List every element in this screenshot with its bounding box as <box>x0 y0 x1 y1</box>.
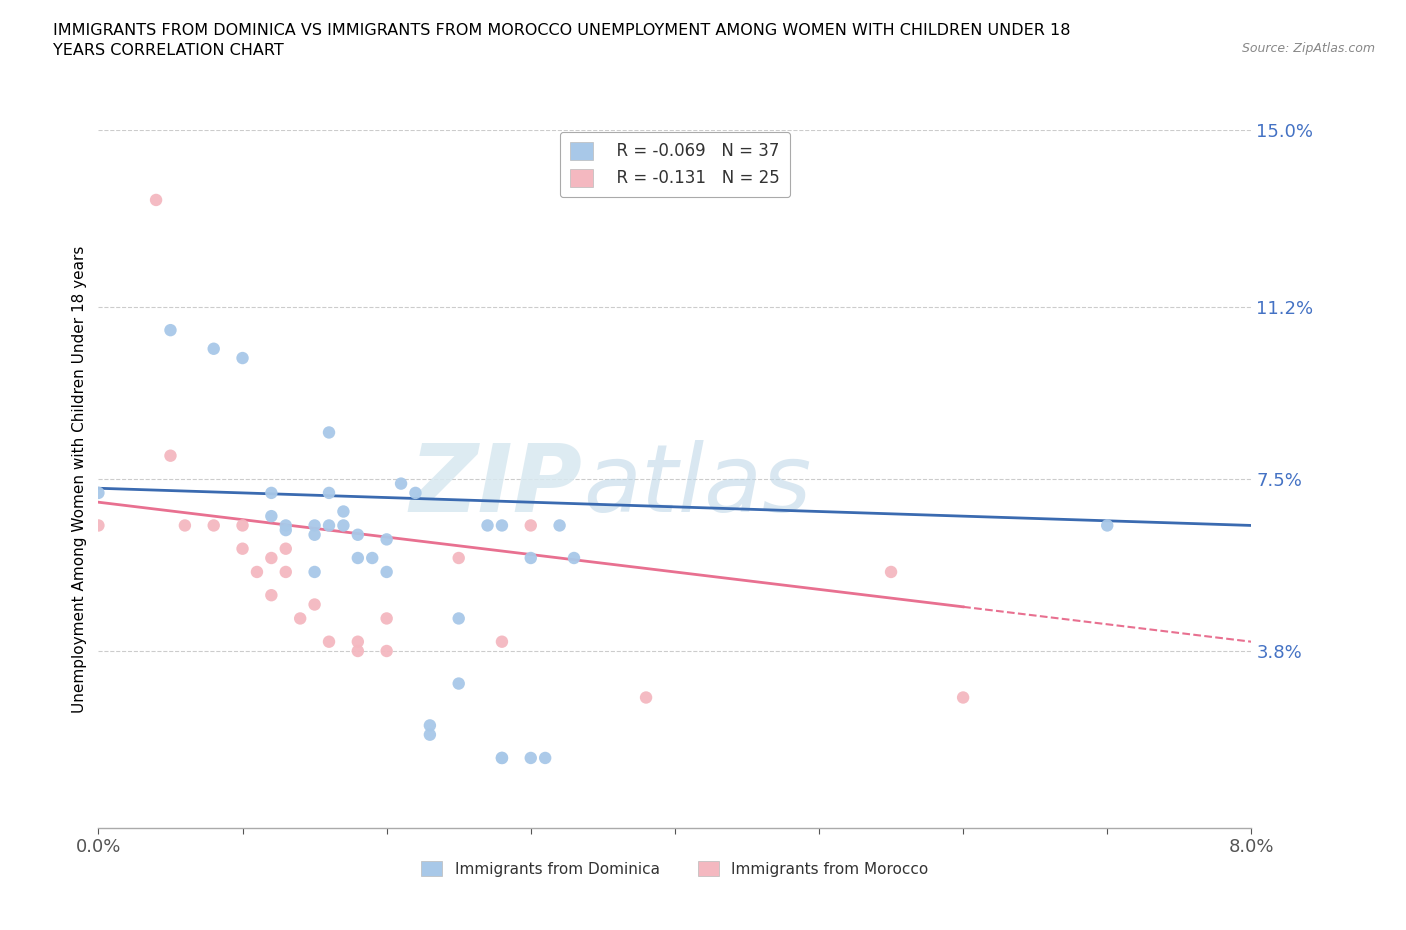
Point <box>447 676 470 691</box>
Point <box>636 690 658 705</box>
Point <box>318 425 340 440</box>
Legend: Immigrants from Dominica, Immigrants from Morocco: Immigrants from Dominica, Immigrants fro… <box>415 855 935 883</box>
Point <box>491 518 513 533</box>
Point <box>260 551 283 565</box>
Point <box>346 634 368 649</box>
Point <box>361 551 384 565</box>
Point <box>491 634 513 649</box>
Point <box>447 551 470 565</box>
Point <box>477 518 499 533</box>
Point <box>491 751 513 765</box>
Point <box>260 588 283 603</box>
Point <box>534 751 557 765</box>
Text: Source: ZipAtlas.com: Source: ZipAtlas.com <box>1241 42 1375 55</box>
Point <box>290 611 312 626</box>
Point <box>274 523 297 538</box>
Point <box>274 518 297 533</box>
Point <box>145 193 167 207</box>
Point <box>174 518 197 533</box>
Point <box>332 504 354 519</box>
Point <box>231 541 254 556</box>
Point <box>159 448 181 463</box>
Point <box>202 518 225 533</box>
Point <box>375 611 398 626</box>
Point <box>520 751 543 765</box>
Point <box>304 518 326 533</box>
Point <box>202 341 225 356</box>
Point <box>952 690 974 705</box>
Point <box>447 611 470 626</box>
Point <box>246 565 269 579</box>
Point <box>375 644 398 658</box>
Point <box>318 518 340 533</box>
Point <box>405 485 427 500</box>
Point <box>318 485 340 500</box>
Point <box>318 634 340 649</box>
Point <box>346 527 368 542</box>
Point <box>87 518 110 533</box>
Point <box>491 751 513 765</box>
Point <box>260 509 283 524</box>
Point <box>260 485 283 500</box>
Point <box>231 518 254 533</box>
Point <box>375 532 398 547</box>
Point <box>274 541 297 556</box>
Text: atlas: atlas <box>582 441 811 531</box>
Point <box>389 476 412 491</box>
Point <box>346 644 368 658</box>
Point <box>304 527 326 542</box>
Y-axis label: Unemployment Among Women with Children Under 18 years: Unemployment Among Women with Children U… <box>72 246 87 712</box>
Point <box>231 351 254 365</box>
Point <box>548 518 571 533</box>
Point <box>274 565 297 579</box>
Point <box>880 565 903 579</box>
Point <box>520 551 543 565</box>
Text: IMMIGRANTS FROM DOMINICA VS IMMIGRANTS FROM MOROCCO UNEMPLOYMENT AMONG WOMEN WIT: IMMIGRANTS FROM DOMINICA VS IMMIGRANTS F… <box>53 23 1071 58</box>
Point <box>375 565 398 579</box>
Point <box>304 565 326 579</box>
Point <box>346 551 368 565</box>
Text: ZIP: ZIP <box>409 440 582 532</box>
Point <box>159 323 181 338</box>
Point <box>520 518 543 533</box>
Point <box>304 597 326 612</box>
Point <box>419 727 441 742</box>
Point <box>419 718 441 733</box>
Point <box>332 518 354 533</box>
Point <box>1097 518 1119 533</box>
Point <box>87 485 110 500</box>
Point <box>562 551 585 565</box>
